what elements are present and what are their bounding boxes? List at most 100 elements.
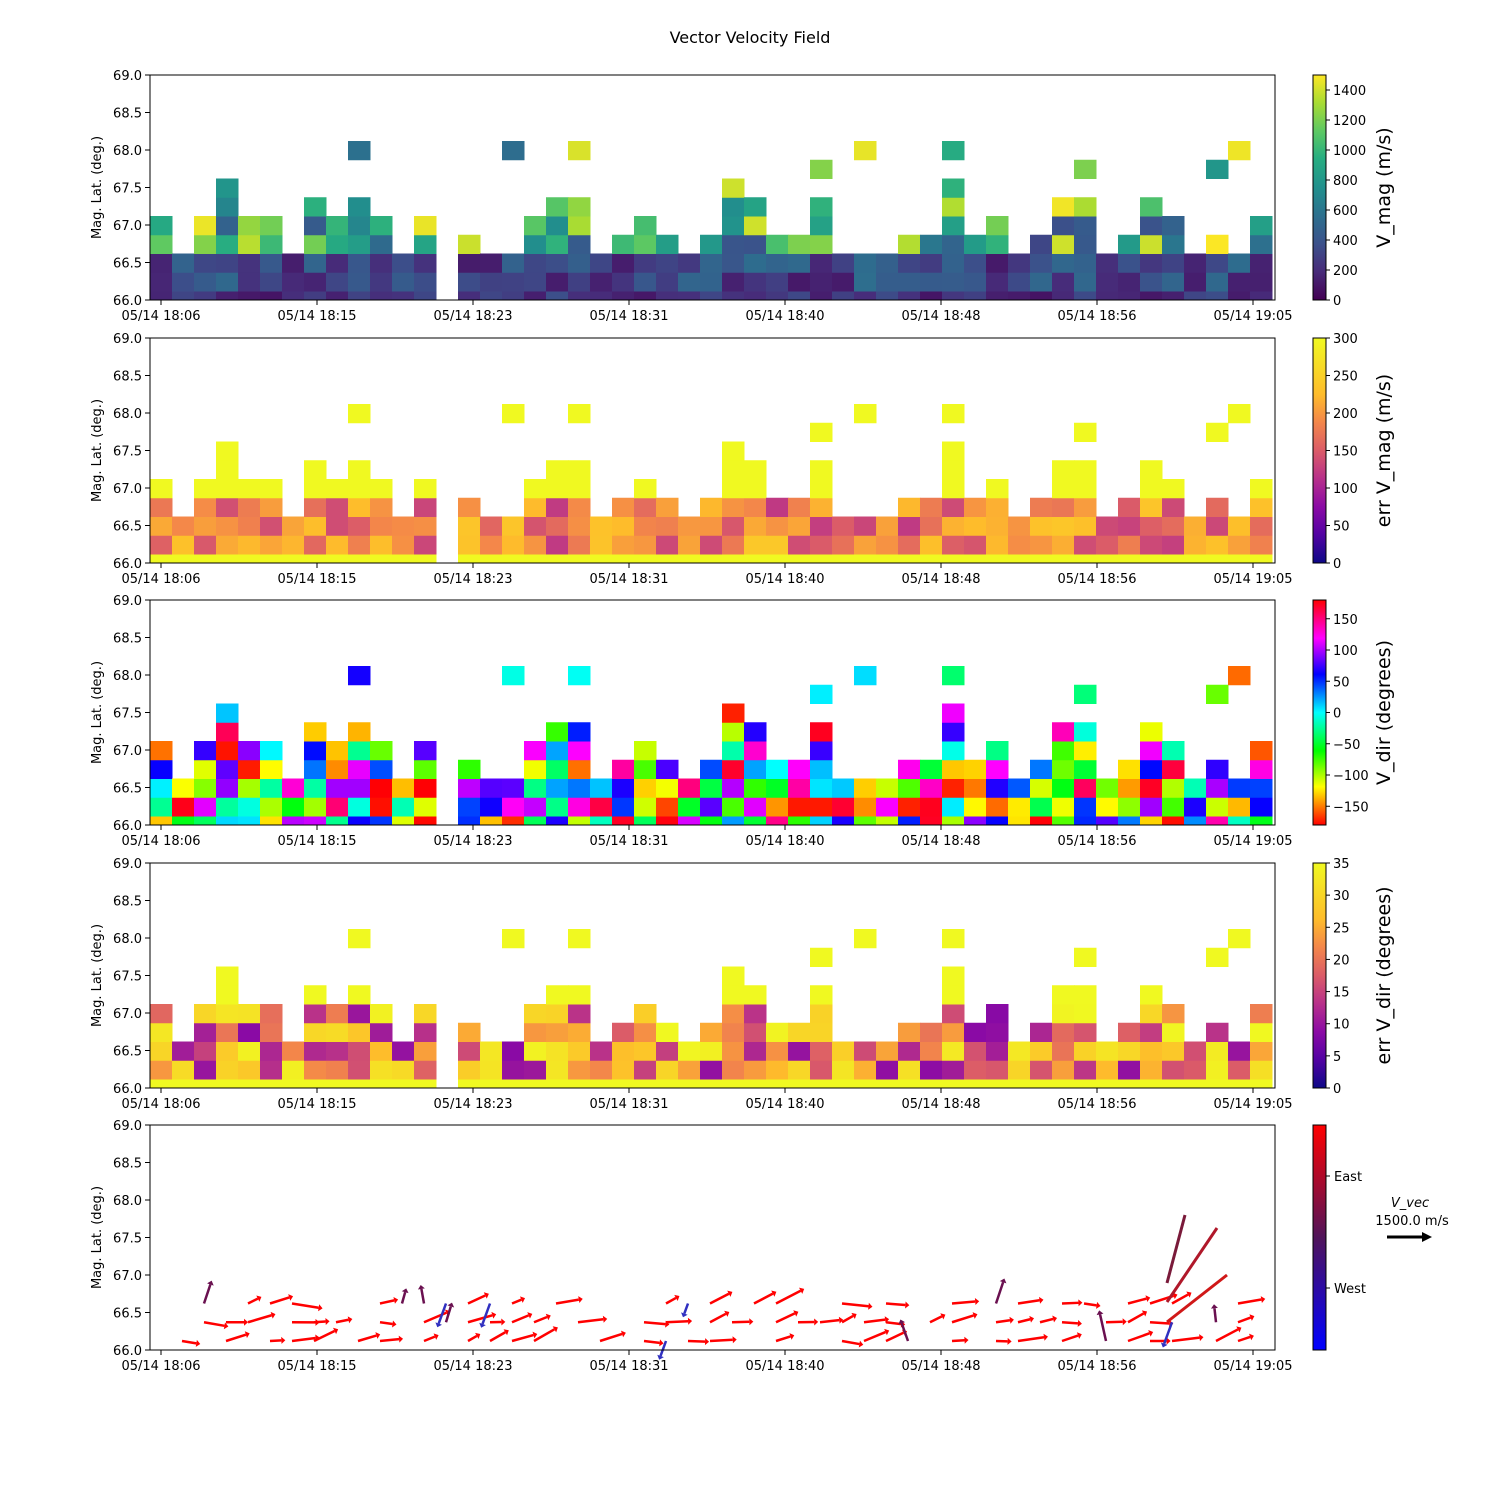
heatmap-cell [700,778,723,798]
heatmap-cell [700,1079,723,1089]
velocity-arrow-head [1166,1337,1171,1345]
heatmap-cell [1030,1022,1053,1042]
y-tick-label: 66.0 [113,294,142,309]
heatmap-cell [1140,234,1163,254]
heatmap-cell [634,272,657,292]
velocity-arrow-head [620,1330,626,1338]
heatmap-cell [964,535,987,555]
velocity-arrow [687,1339,706,1343]
y-axis-label: Mag. Lat. (deg.) [90,136,105,239]
heatmap-cell [1030,291,1053,301]
colorbar-label: err V_mag (m/s) [1373,374,1395,527]
velocity-arrow [420,1288,426,1304]
heatmap-cell [832,1041,855,1061]
vector-arrows [181,1214,1266,1360]
heatmap-cell [348,234,371,254]
heatmap-cell [568,1004,591,1024]
velocity-arrow [400,1291,407,1304]
heatmap-cell [524,1079,547,1089]
heatmap-cell [1206,497,1229,517]
heatmap-cell [854,404,877,424]
heatmap-cell [260,216,283,236]
heatmap-cell [150,497,173,517]
heatmap-cell [216,1060,239,1080]
colorbar-tick-label: 100 [1333,482,1358,497]
y-tick-label: 68.0 [113,407,142,422]
velocity-arrow-head [1078,1299,1083,1307]
heatmap-cell [634,1079,657,1089]
velocity-arrow-head [704,1338,710,1346]
heatmap-cell [1140,1060,1163,1080]
heatmap-cell [1206,1041,1229,1061]
heatmap-cell [370,479,393,499]
heatmap-cell [876,1060,899,1080]
heatmap-cell [326,778,349,798]
velocity-arrow-head [1122,1318,1127,1326]
heatmap-cell [920,272,943,292]
velocity-arrow-head [433,1333,439,1340]
heatmap-cell [238,497,261,517]
heatmap-cell [1162,497,1185,517]
heatmap-cell [524,1022,547,1042]
y-tick-label: 67.0 [113,1007,142,1022]
heatmap-cell [920,1079,943,1089]
heatmap-cell [942,985,965,1005]
x-tick-label: 05/14 18:31 [589,1097,668,1112]
heatmap-cell [1118,759,1141,779]
heatmap-cell [986,1004,1009,1024]
heatmap-cell [1206,535,1229,555]
heatmap-cell [414,1022,437,1042]
y-axis-label: Mag. Lat. (deg.) [90,1186,105,1289]
y-tick-label: 66.5 [113,1045,142,1060]
heatmap-cell [546,460,569,480]
velocity-arrow-head [244,1331,250,1338]
heatmap-cell [480,516,503,536]
heatmap-cell [854,554,877,564]
heatmap-cell [326,272,349,292]
velocity-arrow [819,1318,840,1324]
heatmap-cell [1008,554,1031,564]
velocity-arrow [467,1294,486,1305]
velocity-arrow-head [491,1311,497,1319]
x-tick-label: 05/14 19:05 [1213,309,1292,324]
heatmap-cell [524,291,547,301]
colorbar-tick-label: 0 [1333,294,1341,309]
heatmap-cells [150,141,1273,301]
heatmap-cell [1140,816,1163,826]
heatmap-cell [722,272,745,292]
velocity-arrow-head [799,1287,805,1294]
heatmap-cell [744,216,767,236]
heatmap-cell [678,1041,701,1061]
heatmap-cell [524,759,547,779]
heatmap-cell [150,741,173,761]
y-tick-label: 68.0 [113,669,142,684]
heatmap-cell [458,234,481,254]
heatmap-cell [194,516,217,536]
heatmap-cell [920,1060,943,1080]
heatmap-cell [766,272,789,292]
heatmap-cell [964,234,987,254]
heatmap-cell [766,535,789,555]
heatmap-cell [656,1022,679,1042]
heatmap-cell [304,1079,327,1089]
velocity-arrow [555,1298,580,1305]
heatmap-cell [612,1022,635,1042]
heatmap-cell [1250,554,1273,564]
heatmap-cell [744,535,767,555]
heatmap-cell [942,722,965,742]
heatmap-cell [876,1079,899,1089]
heatmap-cell [634,1004,657,1024]
colorbar-tick-label: 0 [1333,707,1341,722]
heatmap-cell [1096,1041,1119,1061]
heatmap-cell [1030,778,1053,798]
heatmap-cell [414,816,437,826]
colorbar-tick-label: 50 [1333,675,1350,690]
heatmap-cell [1250,1041,1273,1061]
heatmap-cell [700,535,723,555]
heatmap-cell [1052,1004,1075,1024]
heatmap-cell [1096,535,1119,555]
heatmap-cell [942,178,965,198]
heatmap-cell [722,197,745,217]
heatmap-cell [766,759,789,779]
heatmap-cell [1074,253,1097,273]
